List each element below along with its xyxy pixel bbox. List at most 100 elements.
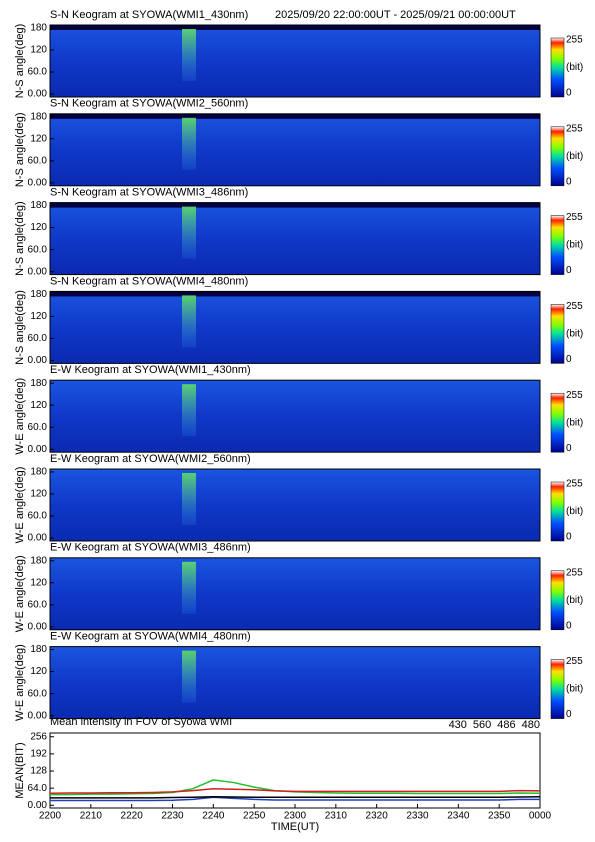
y-tick-label: 180 — [30, 200, 47, 211]
colorbar-unit: (bit) — [566, 506, 583, 517]
keogram-frame — [49, 379, 541, 453]
colorbar-max: 255 — [566, 35, 583, 46]
y-tick-label: 60.0 — [28, 244, 48, 255]
y-tick-label: 120 — [30, 311, 47, 322]
y-axis-label: N-S angle(deg) — [14, 290, 26, 365]
y-tick-label: 120 — [30, 577, 47, 588]
keogram-dark-band — [50, 25, 540, 30]
colorbar — [550, 481, 565, 542]
x-tick-label: 2200 — [39, 811, 62, 822]
keogram-image — [50, 113, 540, 186]
y-axis-label: MEAN(BIT) — [14, 742, 26, 798]
keogram-dark-band — [50, 113, 540, 119]
keogram-dark-band — [50, 291, 540, 297]
series-line — [50, 796, 540, 802]
y-tick-label: 256 — [30, 731, 47, 742]
colorbar-max: 255 — [566, 301, 583, 312]
keogram-image — [50, 25, 540, 97]
panel-title: E-W Keogram at SYOWA(WMI3_486nm) — [50, 542, 251, 554]
y-tick-label: 180 — [30, 467, 47, 478]
y-axis-label: N-S angle(deg) — [14, 113, 26, 188]
y-tick-label: 60.0 — [28, 688, 48, 699]
colorbar — [550, 659, 565, 719]
y-tick-label: 120 — [30, 400, 47, 411]
colorbar-unit: (bit) — [566, 62, 583, 73]
x-tick-label: 2320 — [366, 811, 389, 822]
y-axis-label: W-E angle(deg) — [14, 644, 26, 721]
y-tick-label: 128 — [30, 766, 47, 777]
panel-title: E-W Keogram at SYOWA(WMI2_560nm) — [50, 453, 251, 465]
colorbar-unit: (bit) — [566, 417, 583, 428]
keogram-aurora — [182, 295, 196, 348]
colorbar-min: 0 — [566, 265, 572, 276]
series-line — [49, 787, 541, 795]
x-tick-label: 2330 — [406, 811, 429, 822]
legend-entry: 430 — [449, 719, 467, 731]
legend-entry: 486 — [497, 719, 515, 731]
x-tick-label: 2250 — [243, 811, 266, 822]
y-axis-label: N-S angle(deg) — [14, 24, 26, 99]
y-tick-label: 60.0 — [28, 422, 48, 433]
y-tick-label: 180 — [30, 23, 47, 34]
keogram-aurora — [182, 561, 196, 614]
colorbar-unit: (bit) — [566, 240, 583, 251]
keogram-frame — [49, 202, 541, 276]
x-tick-label: 2350 — [488, 811, 511, 822]
y-axis-label: W-E angle(deg) — [14, 378, 26, 455]
keogram-frame — [49, 468, 541, 542]
series-line — [50, 795, 541, 799]
y-tick-label: 60.0 — [28, 155, 48, 166]
y-tick-label: 0.00 — [28, 89, 48, 100]
y-tick-label: 120 — [30, 666, 47, 677]
y-tick-label: 60.0 — [28, 511, 48, 522]
y-tick-label: 120 — [30, 222, 47, 233]
y-axis-label: W-E angle(deg) — [14, 467, 26, 544]
y-tick-label: 120 — [30, 45, 47, 56]
y-tick-label: 180 — [30, 289, 47, 300]
colorbar-unit: (bit) — [566, 595, 583, 606]
y-tick-label: 0.00 — [28, 533, 48, 544]
y-tick-label: 180 — [30, 111, 47, 122]
keogram-image — [50, 380, 540, 453]
y-tick-label: 60.0 — [28, 67, 48, 78]
colorbar — [550, 304, 565, 364]
y-tick-label: 192 — [30, 749, 47, 760]
keogram-aurora — [182, 473, 196, 525]
keogram-aurora — [182, 384, 196, 437]
keogram-image — [50, 202, 540, 275]
colorbar-min: 0 — [566, 709, 572, 720]
colorbar-min: 0 — [566, 354, 572, 365]
y-tick-label: 0.00 — [28, 444, 48, 455]
y-tick-label: 180 — [30, 378, 47, 389]
y-tick-label: 0.00 — [28, 355, 48, 366]
x-tick-label: 2300 — [284, 811, 307, 822]
x-tick-label: 0000 — [529, 811, 552, 822]
colorbar-max: 255 — [566, 390, 583, 401]
y-tick-label: 0.00 — [28, 178, 48, 189]
panel-title: S-N Keogram at SYOWA(WMI4_480nm) — [50, 275, 248, 287]
colorbar-unit: (bit) — [566, 329, 583, 340]
keogram-frame — [49, 646, 541, 720]
keogram-aurora — [182, 29, 196, 81]
keogram-image — [50, 557, 540, 630]
y-tick-label: 0.00 — [28, 710, 48, 721]
colorbar-min: 0 — [566, 620, 572, 631]
y-tick-label: 64.0 — [28, 783, 48, 794]
colorbar-unit: (bit) — [566, 151, 583, 162]
keogram-aurora — [182, 206, 196, 259]
colorbar — [550, 37, 565, 98]
x-axis-label: TIME(UT) — [271, 821, 319, 833]
panel-title: S-N Keogram at SYOWA(WMI3_486nm) — [50, 187, 248, 199]
keogram-frame — [49, 24, 541, 98]
legend-entry: 480 — [522, 719, 540, 731]
y-tick-label: 60.0 — [28, 333, 48, 344]
keogram-frame — [49, 557, 541, 631]
keogram-image — [50, 469, 540, 541]
y-tick-label: 180 — [30, 555, 47, 566]
colorbar-max: 255 — [566, 656, 583, 667]
colorbar — [550, 570, 565, 631]
keogram-image — [50, 646, 540, 719]
colorbar — [550, 215, 565, 275]
colorbar-unit: (bit) — [566, 684, 583, 695]
